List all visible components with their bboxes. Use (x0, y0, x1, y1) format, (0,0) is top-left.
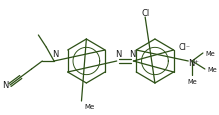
Text: Me: Me (206, 51, 216, 56)
Text: Me: Me (187, 78, 197, 84)
Text: N⁺: N⁺ (188, 58, 199, 67)
Text: Cl⁻: Cl⁻ (178, 43, 190, 52)
Text: N: N (52, 50, 58, 59)
Text: Me: Me (208, 66, 217, 72)
Text: Me: Me (84, 103, 95, 109)
Text: N: N (129, 50, 136, 59)
Text: N: N (2, 81, 8, 90)
Text: Cl: Cl (141, 9, 149, 18)
Text: N: N (115, 50, 122, 59)
